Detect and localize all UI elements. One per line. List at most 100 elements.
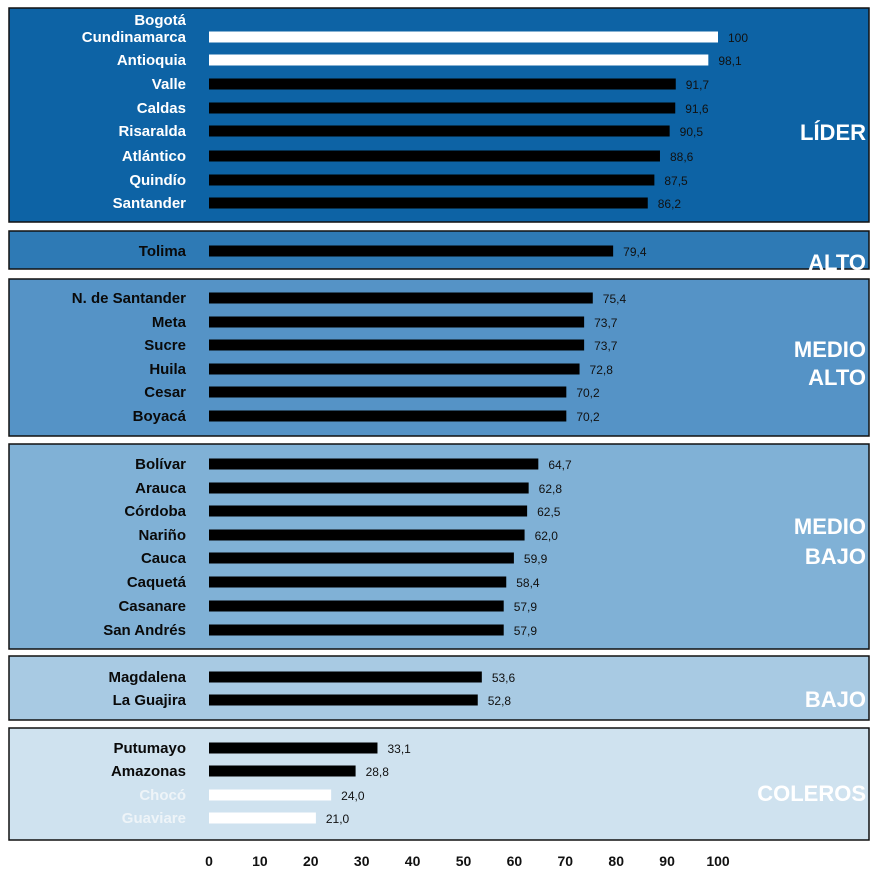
- group-4: BAJO Magdalena 53,6 La Guajira 52,8: [8, 655, 870, 721]
- category-label: Huila: [149, 361, 186, 378]
- category-label: San Andrés: [103, 622, 186, 639]
- group-name: COLEROS: [757, 781, 866, 806]
- category-label: Arauca: [135, 480, 187, 497]
- bar: [209, 552, 514, 564]
- bar: [209, 363, 580, 375]
- bar-row: Caquetá 58,4: [127, 574, 540, 591]
- value-label: 91,6: [685, 102, 709, 116]
- bar: [209, 174, 655, 186]
- bar-row: San Andrés 57,9: [103, 622, 537, 639]
- x-tick-label: 20: [303, 853, 319, 869]
- value-label: 53,6: [492, 671, 516, 685]
- bar-row: Casanare 57,9: [118, 598, 537, 615]
- category-label: Quindío: [129, 172, 186, 189]
- bar: [209, 458, 539, 470]
- group-1: ALTO Tolima 79,4: [8, 230, 870, 275]
- bar-row: Bolívar 64,7: [135, 456, 572, 473]
- x-tick-label: 100: [706, 853, 730, 869]
- bar-row: Chocó 24,0: [139, 787, 365, 804]
- value-label: 70,2: [576, 386, 600, 400]
- x-tick-label: 30: [354, 853, 370, 869]
- bar: [209, 316, 585, 328]
- bar: [209, 671, 482, 683]
- value-label: 70,2: [576, 410, 600, 424]
- group-name: LÍDER: [800, 120, 866, 145]
- category-label: La Guajira: [113, 692, 187, 709]
- value-label: 28,8: [366, 765, 390, 779]
- category-label: Bolívar: [135, 456, 186, 473]
- bar: [209, 150, 660, 162]
- value-label: 79,4: [623, 245, 647, 259]
- bar-row: Tolima 79,4: [139, 243, 647, 260]
- category-label: Bogotá: [134, 12, 186, 29]
- value-label: 88,6: [670, 150, 694, 164]
- value-label: 52,8: [488, 694, 512, 708]
- x-tick-label: 80: [608, 853, 624, 869]
- bar-row: Caldas 91,6: [137, 100, 709, 117]
- bar: [209, 339, 585, 351]
- bar-row: Cauca 59,9: [141, 550, 548, 567]
- bar-row: Risaralda 90,5: [118, 123, 703, 140]
- x-axis: 0 10 20 30 40 50 60 70 80 90 100: [205, 853, 730, 869]
- bar-row: Guaviare 21,0: [122, 810, 350, 827]
- group-name: BAJO: [805, 544, 866, 569]
- bar-row: Amazonas 28,8: [111, 763, 389, 780]
- bar: [209, 292, 593, 304]
- group-panel: [8, 443, 870, 650]
- value-label: 86,2: [658, 197, 682, 211]
- value-label: 24,0: [341, 789, 365, 803]
- bar-row: Magdalena 53,6: [108, 669, 515, 686]
- value-label: 62,0: [535, 529, 559, 543]
- x-tick-label: 0: [205, 853, 213, 869]
- bar: [209, 624, 504, 636]
- bar-row: Putumayo 33,1: [113, 740, 411, 757]
- value-label: 59,9: [524, 552, 548, 566]
- bar: [209, 31, 718, 43]
- x-tick-label: 50: [456, 853, 472, 869]
- bar: [209, 600, 504, 612]
- bar-row: Antioquia 98,1: [117, 52, 742, 69]
- category-label: Putumayo: [113, 740, 186, 757]
- bar: [209, 125, 670, 137]
- bar-row: Santander 86,2: [113, 195, 682, 212]
- bar-row: Córdoba 62,5: [124, 503, 560, 520]
- value-label: 33,1: [387, 742, 411, 756]
- value-label: 75,4: [603, 292, 627, 306]
- value-label: 62,5: [537, 505, 561, 519]
- value-label: 87,5: [664, 174, 688, 188]
- category-label: Nariño: [138, 527, 186, 544]
- category-label: Santander: [113, 195, 187, 212]
- value-label: 100: [728, 31, 748, 45]
- value-label: 57,9: [514, 624, 538, 638]
- x-tick-label: 90: [659, 853, 675, 869]
- value-label: 73,7: [594, 339, 618, 353]
- group-name: MEDIO: [794, 337, 866, 362]
- bar: [209, 482, 529, 494]
- group-panel: [8, 727, 870, 841]
- bar-row: Atlántico 88,6: [122, 148, 694, 165]
- bar: [209, 197, 648, 209]
- bar-row: N. de Santander 75,4: [72, 290, 627, 307]
- category-label: Risaralda: [118, 123, 186, 140]
- bar: [209, 78, 676, 90]
- group-name: BAJO: [805, 687, 866, 712]
- bar: [209, 529, 525, 541]
- category-label: Magdalena: [108, 669, 186, 686]
- value-label: 72,8: [590, 363, 614, 377]
- x-tick-label: 40: [405, 853, 421, 869]
- category-label: Boyacá: [133, 408, 187, 425]
- bar-row: Valle 91,7: [152, 76, 710, 93]
- category-label: Valle: [152, 76, 186, 93]
- bar-row: Boyacá 70,2: [133, 408, 600, 425]
- value-label: 58,4: [516, 576, 540, 590]
- category-label: Cundinamarca: [82, 29, 187, 46]
- bar-row: Nariño 62,0: [138, 527, 558, 544]
- group-panel: [8, 7, 870, 223]
- bar: [209, 576, 507, 588]
- bar-row: La Guajira 52,8: [113, 692, 512, 709]
- category-label: Guaviare: [122, 810, 186, 827]
- bar: [209, 410, 567, 422]
- category-label: Cesar: [144, 384, 186, 401]
- group-name: ALTO: [808, 365, 866, 390]
